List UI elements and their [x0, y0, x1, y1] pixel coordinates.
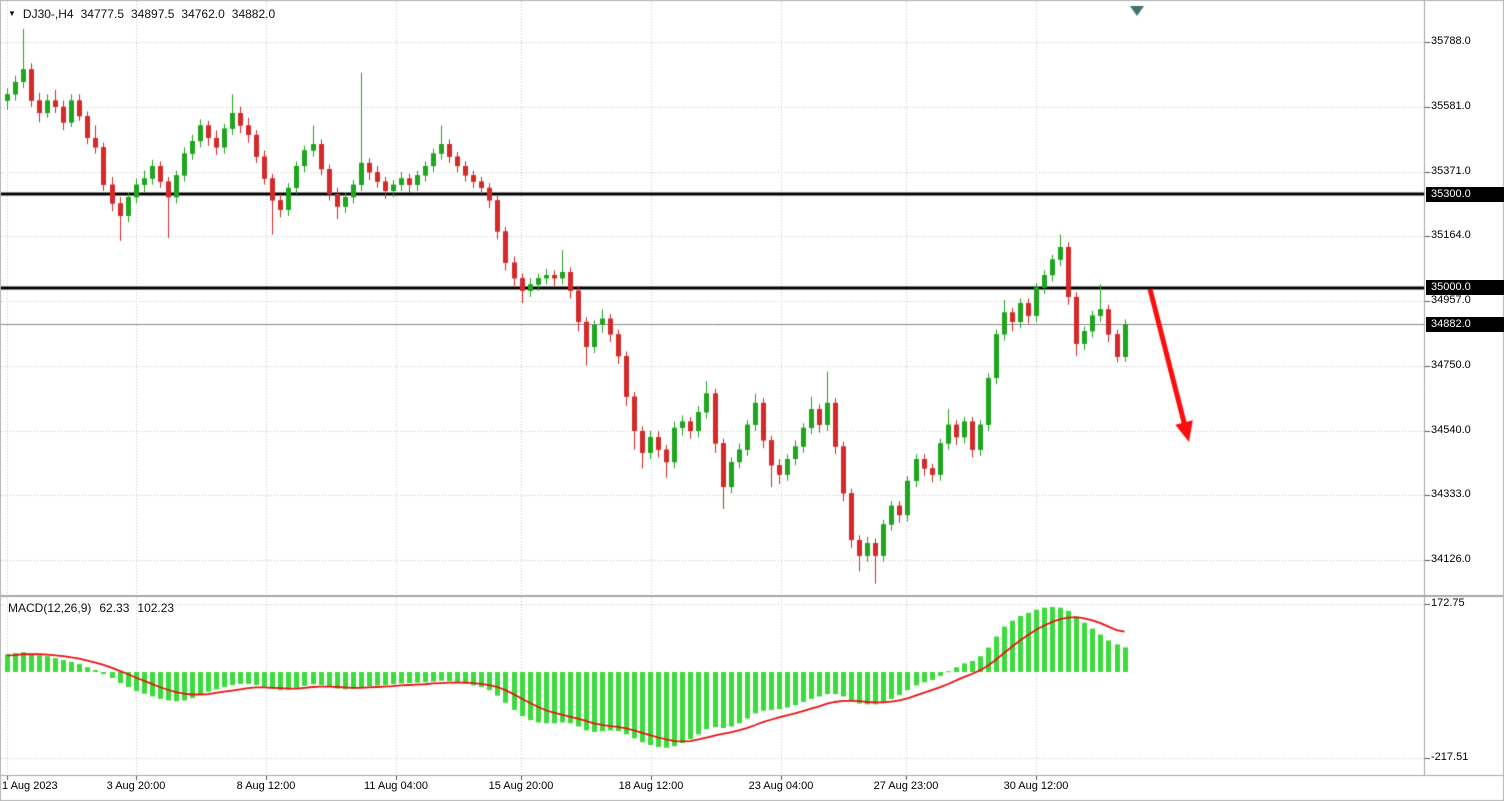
time-tick-label: 1 Aug 2023 — [2, 780, 58, 792]
ohlc-toggle-icon[interactable]: ▼ — [8, 9, 16, 18]
quote-open: 34777.5 — [80, 7, 124, 21]
time-tick-label: 18 Aug 12:00 — [618, 780, 684, 792]
price-tick-label: 34540.0 — [1431, 423, 1471, 436]
price-axis[interactable]: 35788.0 35581.0 35371.0 35164.0 34957.0 34750… — [1426, 0, 1504, 775]
price-tick-label: 35371.0 — [1431, 164, 1471, 177]
price-tick-label: 35581.0 — [1431, 99, 1471, 112]
macd-params-label: MACD(12,26,9) — [8, 601, 92, 615]
price-tick-label: 34333.0 — [1431, 488, 1471, 501]
price-tick-label: 34126.0 — [1431, 553, 1471, 565]
macd-indicator-label: MACD(12,26,9) 62.33 102.23 — [8, 601, 174, 615]
price-tick-label: 35164.0 — [1431, 229, 1471, 242]
time-tick-label: 11 Aug 04:00 — [363, 780, 429, 792]
time-tick-label: 15 Aug 20:00 — [488, 780, 554, 792]
symbol-timeframe-label: DJ30-,H4 — [22, 7, 74, 21]
quote-close: 34882.0 — [231, 7, 276, 21]
time-tick-label: 30 Aug 12:00 — [1003, 780, 1069, 792]
price-tick-label: 34750.0 — [1431, 358, 1471, 371]
price-tick-label: 34957.0 — [1431, 294, 1471, 306]
macd-main-value: 62.33 — [99, 601, 130, 615]
time-tick-label: 8 Aug 12:00 — [236, 780, 296, 792]
time-axis[interactable]: 1 Aug 2023 3 Aug 20:00 8 Aug 12:00 11 Aug 0… — [0, 776, 1424, 801]
time-tick-label: 23 Aug 04:00 — [748, 780, 814, 792]
price-tick-label: 35788.0 — [1431, 35, 1471, 47]
price-level-badge: 35300.0 — [1426, 186, 1504, 202]
current-price-badge: 34882.0 — [1426, 316, 1504, 332]
macd-tick-label: -217.51 — [1431, 750, 1469, 763]
quote-low: 34762.0 — [181, 7, 225, 21]
time-tick-label: 3 Aug 20:00 — [106, 780, 166, 792]
time-tick-label: 27 Aug 23:00 — [873, 780, 939, 792]
macd-signal-value: 102.23 — [137, 601, 175, 615]
macd-tick-label: 172.75 — [1431, 596, 1465, 609]
price-level-badge: 35000.0 — [1426, 280, 1504, 296]
chart-quote-header: ▼ DJ30-,H4 34777.5 34897.5 34762.0 34882… — [8, 7, 275, 21]
quote-high: 34897.5 — [131, 7, 175, 21]
